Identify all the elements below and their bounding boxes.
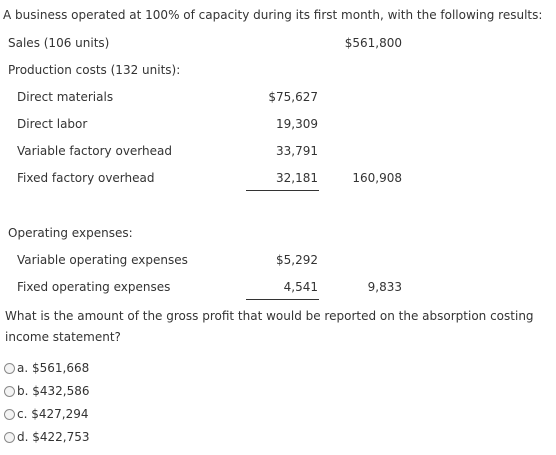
operating-total: 9,833 — [367, 280, 402, 294]
production-item-label: Fixed factory overhead — [17, 171, 155, 185]
production-item-amount: 19,309 — [276, 117, 318, 131]
operating-item-label: Variable operating expenses — [17, 253, 188, 267]
question-text-line2: income statement? — [5, 330, 121, 344]
production-subtotal-rule — [246, 190, 319, 191]
operating-subtotal-rule — [246, 299, 319, 300]
radio-button-icon[interactable] — [4, 385, 15, 397]
answer-option-a[interactable]: a. $561,668 — [4, 360, 89, 376]
answer-option-c[interactable]: c. $427,294 — [4, 406, 89, 422]
radio-button-icon[interactable] — [4, 408, 15, 420]
radio-button-icon[interactable] — [4, 431, 15, 443]
sales-total: $561,800 — [344, 36, 402, 50]
production-item-label: Variable factory overhead — [17, 144, 172, 158]
operating-item-amount: 4,541 — [283, 280, 318, 294]
sales-label: Sales (106 units) — [8, 36, 110, 50]
option-value: $561,668 — [32, 361, 90, 375]
operating-item-amount: $5,292 — [276, 253, 318, 267]
radio-button-icon[interactable] — [4, 362, 15, 374]
operating-heading: Operating expenses: — [8, 226, 133, 240]
option-value: $422,753 — [32, 430, 90, 444]
problem-intro: A business operated at 100% of capacity … — [3, 8, 543, 22]
answer-option-b[interactable]: b. $432,586 — [4, 383, 90, 399]
production-item-amount: 32,181 — [276, 171, 318, 185]
production-total: 160,908 — [352, 171, 402, 185]
production-item-amount: $75,627 — [268, 90, 318, 104]
option-value: $432,586 — [32, 384, 90, 398]
option-value: $427,294 — [31, 407, 89, 421]
question-text-line1: What is the amount of the gross profit t… — [5, 309, 534, 323]
production-item-label: Direct materials — [17, 90, 114, 104]
option-letter: b. — [17, 384, 29, 398]
option-letter: d. — [17, 430, 29, 444]
production-item-amount: 33,791 — [276, 144, 318, 158]
option-letter: c. — [17, 407, 28, 421]
production-heading: Production costs (132 units): — [8, 63, 181, 77]
production-item-label: Direct labor — [17, 117, 88, 131]
answer-option-d[interactable]: d. $422,753 — [4, 429, 90, 445]
operating-item-label: Fixed operating expenses — [17, 280, 171, 294]
option-letter: a. — [17, 361, 29, 375]
